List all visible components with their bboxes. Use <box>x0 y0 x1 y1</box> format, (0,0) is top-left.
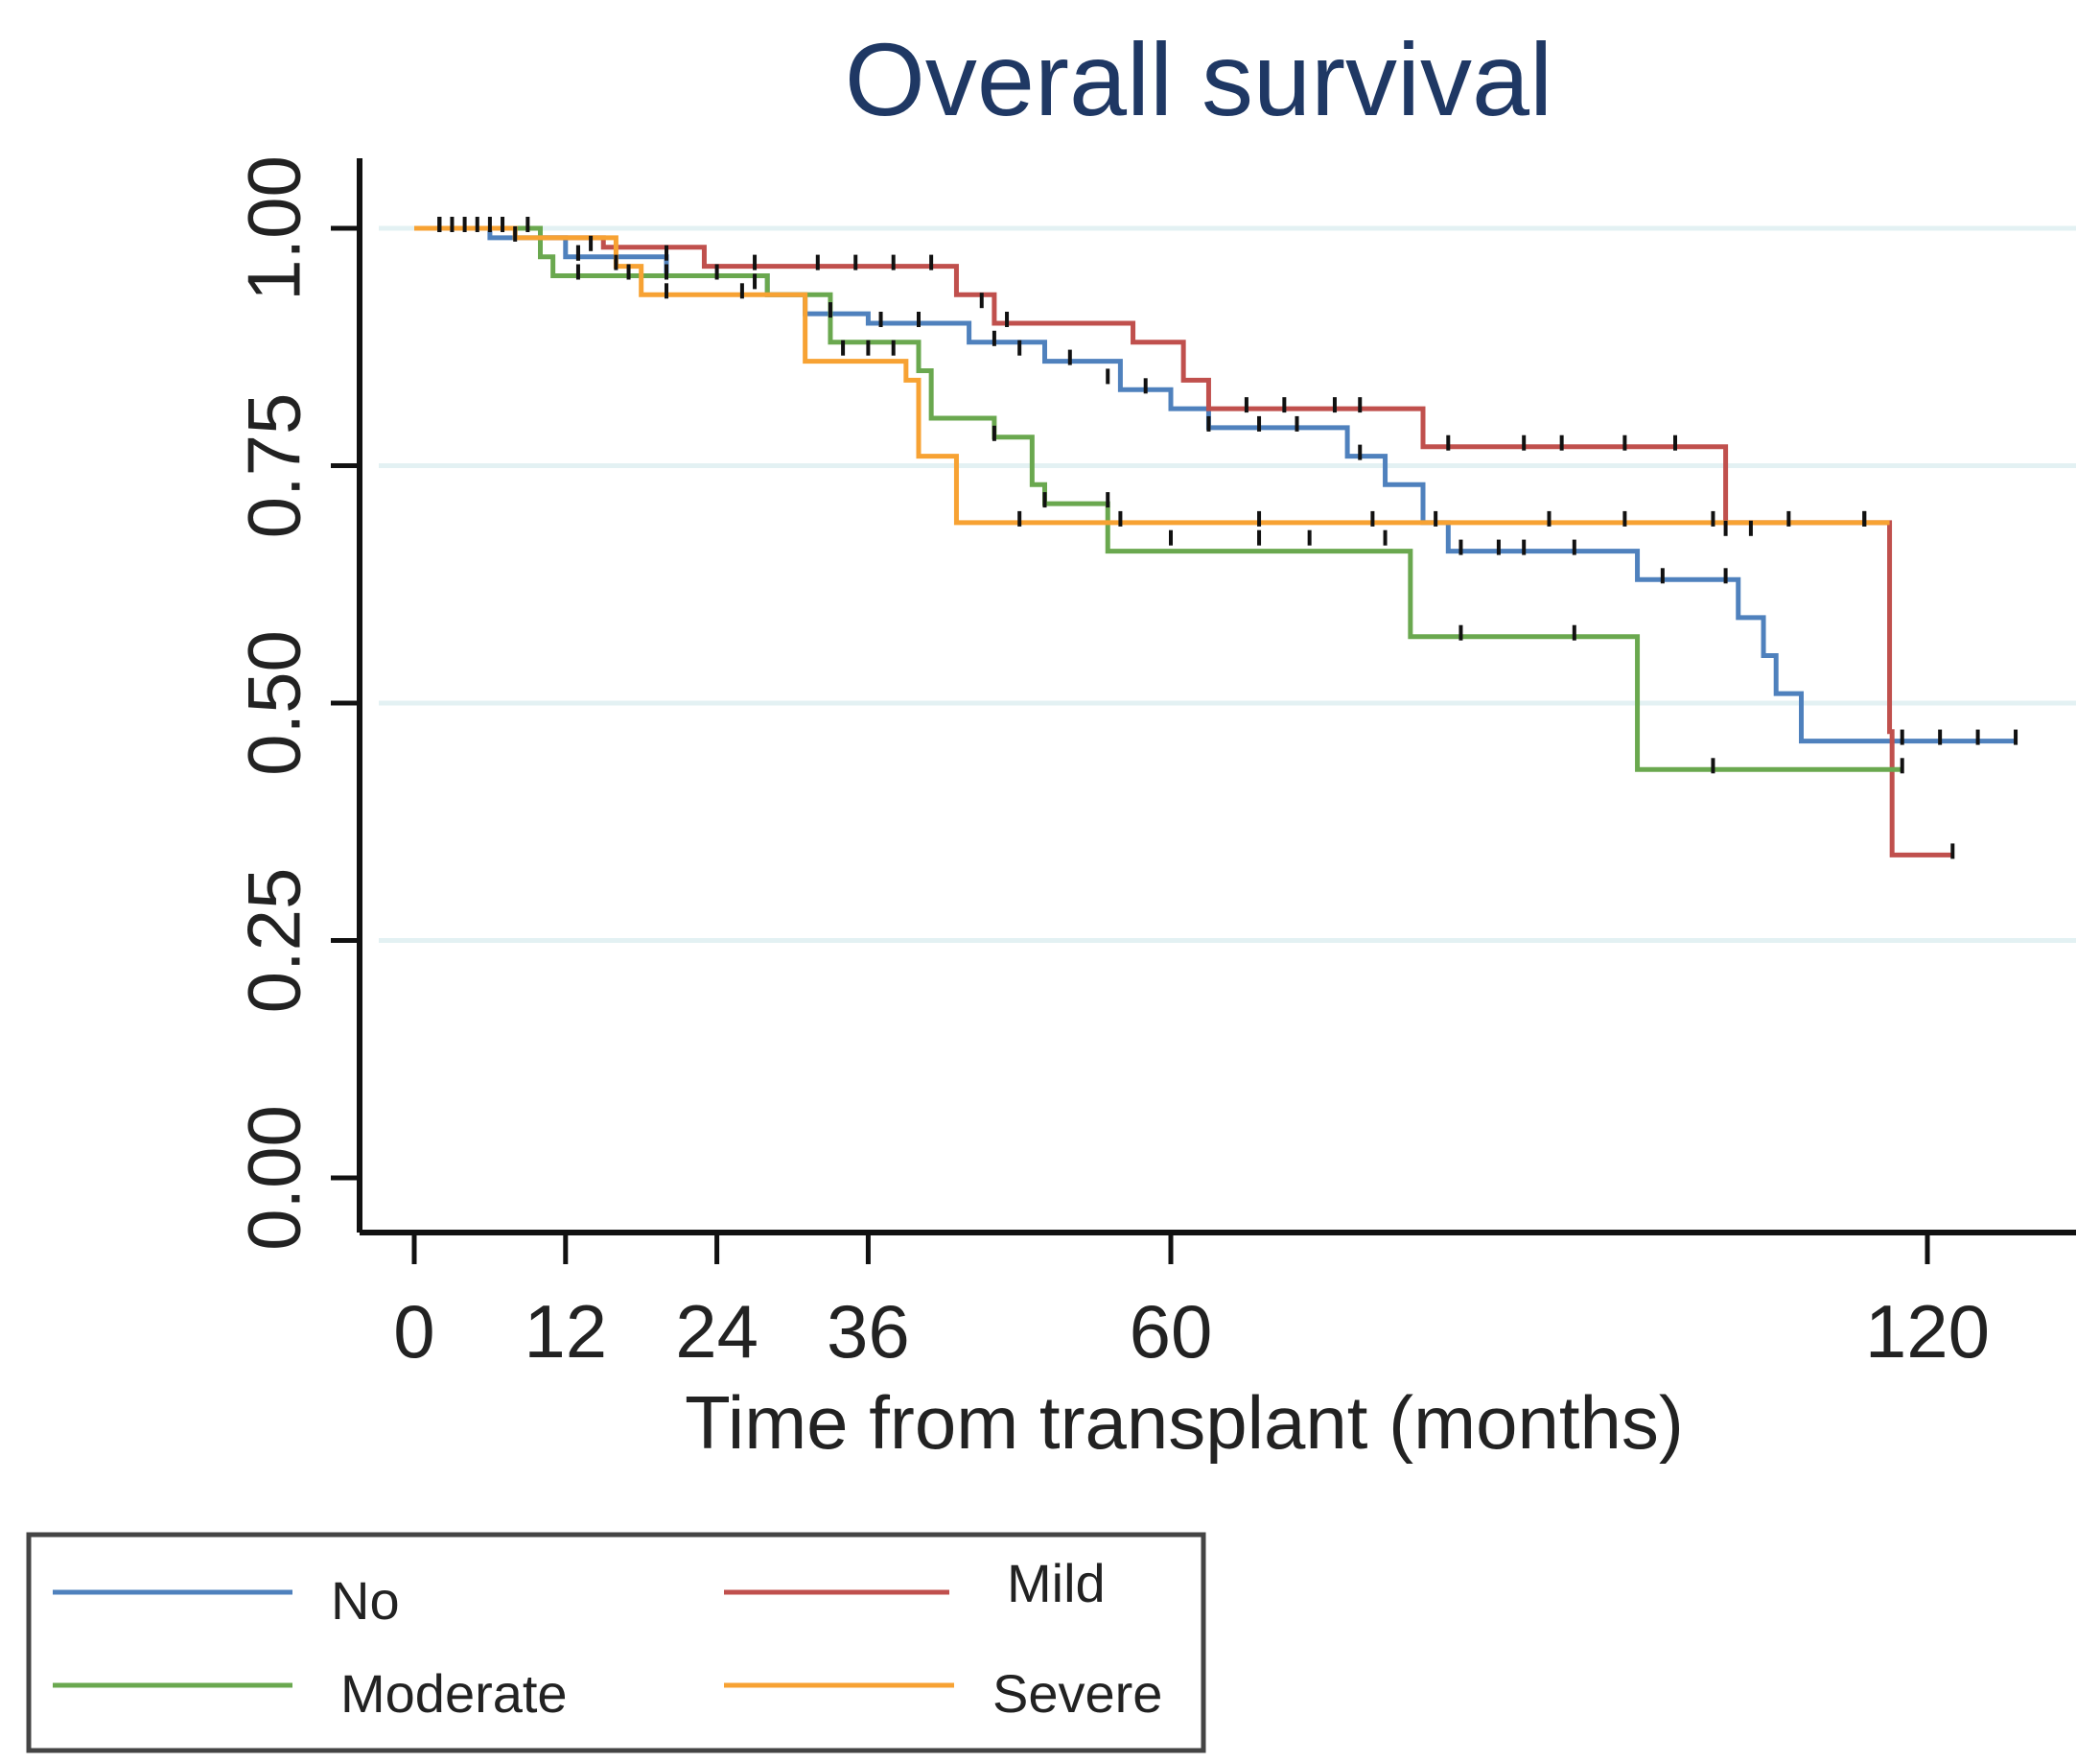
series-line-no <box>414 225 2017 744</box>
x-axis-ticks: 0 12 24 36 60 120 <box>393 1233 1990 1374</box>
series-line-moderate <box>414 225 1902 772</box>
legend-box <box>26 1532 1206 1753</box>
censor-layer <box>437 217 2018 859</box>
grid-lines <box>379 225 2076 943</box>
y-tick-label-0-00: 0.00 <box>232 1105 316 1251</box>
x-tick-label-60: 60 <box>1130 1289 1213 1374</box>
y-tick-label-0-75: 0.75 <box>232 393 316 539</box>
series-line-mild <box>414 225 1953 858</box>
chart-title: Overall survival <box>845 21 1552 137</box>
legend-label-severe: Severe <box>992 1663 1162 1724</box>
x-axis-title: Time from transplant (months) <box>685 1380 1684 1465</box>
legend-label-moderate: Moderate <box>340 1663 568 1724</box>
y-tick-label-0-50: 0.50 <box>232 630 316 776</box>
legend-label-no: No <box>331 1570 400 1631</box>
x-tick-label-120: 120 <box>1865 1289 1990 1374</box>
legend: No Mild Moderate Severe <box>26 1532 1206 1753</box>
x-tick-label-12: 12 <box>524 1289 607 1374</box>
series-layer <box>414 225 2017 858</box>
series-line-severe <box>414 225 1890 526</box>
x-tick-label-36: 36 <box>827 1289 910 1374</box>
legend-label-mild: Mild <box>1007 1553 1106 1613</box>
y-tick-label-1-00: 1.00 <box>232 155 316 301</box>
x-tick-label-0: 0 <box>393 1289 434 1374</box>
y-axis-ticks: 0.00 0.25 0.50 0.75 1.00 <box>232 155 360 1251</box>
x-tick-label-24: 24 <box>675 1289 758 1374</box>
y-tick-label-0-25: 0.25 <box>232 868 316 1014</box>
